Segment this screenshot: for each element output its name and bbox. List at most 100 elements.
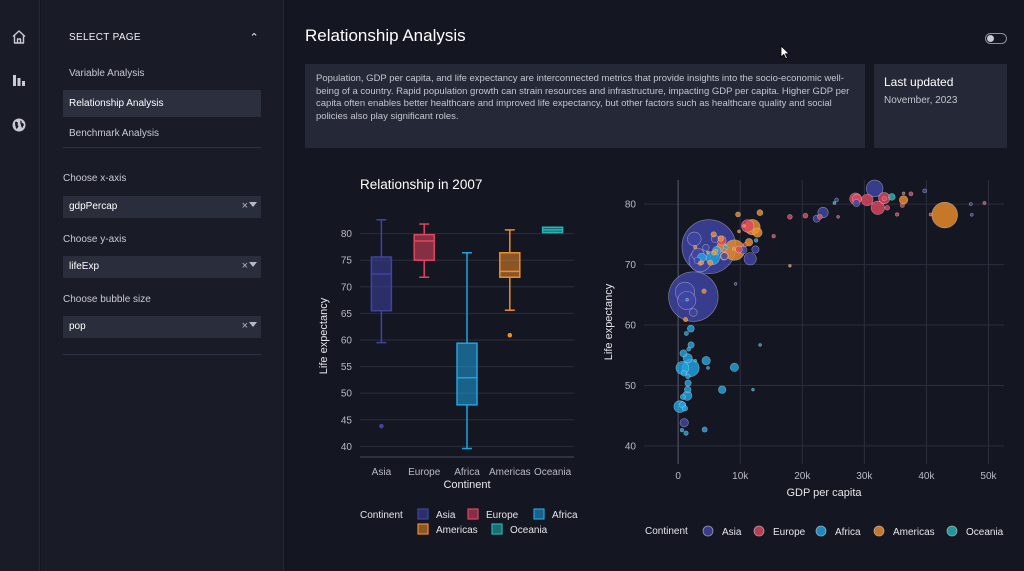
description-text: Population, GDP per capita, and life exp…	[316, 73, 850, 122]
bubble-africa	[679, 349, 688, 358]
outlier-point	[379, 423, 384, 429]
bubble-africa	[685, 373, 691, 380]
globe-icon[interactable]	[11, 117, 27, 133]
x-tick-label: Europe	[408, 467, 441, 478]
legend-marker-europe	[753, 525, 765, 537]
page-title: Relationship Analysis	[305, 26, 466, 45]
y-tick-label: 50	[341, 389, 353, 400]
bubble-europe	[817, 214, 823, 220]
bubble-europe	[742, 242, 748, 247]
nav-item-relationship-analysis[interactable]: Relationship Analysis	[63, 90, 261, 117]
x-tick-label: 0	[675, 471, 681, 482]
bubble-americas	[788, 264, 792, 268]
bubble-asia	[968, 202, 973, 207]
x-tick-label: Asia	[372, 467, 392, 478]
caret-down-icon[interactable]	[249, 262, 257, 267]
x-tick-label: Oceania	[534, 467, 572, 478]
bubble-africa	[718, 385, 727, 394]
bubble-africa	[729, 362, 739, 372]
bubble-europe	[741, 219, 755, 233]
bubble-americas	[717, 235, 724, 242]
bubble-europe	[722, 248, 727, 252]
bubble-africa	[754, 238, 759, 243]
bubble-europe	[899, 202, 905, 208]
bubble-asia	[922, 188, 927, 194]
bubble-africa	[679, 428, 685, 433]
box-asia	[370, 256, 393, 312]
sidebar: SELECT PAGE ⌃ Variable Analysis Relation…	[41, 0, 284, 571]
legend-label-europe: Europe	[773, 527, 806, 538]
nav-item-benchmark-analysis[interactable]: Benchmark Analysis	[63, 120, 261, 147]
bubble-oceania	[888, 193, 896, 201]
caret-down-icon[interactable]	[249, 202, 257, 207]
bubble-chart[interactable]: 40 50 60 70 80 0 10k 20k 30k 40k 50k GDP per capita…	[598, 165, 1014, 545]
bubble-africa	[758, 343, 762, 347]
bubble-americas	[707, 259, 714, 266]
bubble-europe	[836, 215, 840, 219]
bubble-americas	[699, 260, 705, 266]
y-axis-dropdown[interactable]: lifeExp ×	[63, 256, 261, 278]
legend-marker-asia	[702, 525, 714, 537]
last-updated-heading: Last updated	[884, 75, 954, 89]
chevron-up-icon[interactable]: ⌃	[249, 32, 259, 44]
x-tick-label: 40k	[918, 471, 935, 482]
last-updated-card: Last updated November, 2023	[874, 64, 1007, 148]
bar-chart-icon[interactable]	[11, 72, 27, 88]
bubble-americas	[737, 229, 741, 234]
y-tick-label: 60	[625, 321, 637, 332]
bubble-americas	[931, 201, 958, 229]
legend-swatch-asia	[417, 508, 429, 520]
select-page-title: SELECT PAGE	[69, 32, 141, 43]
legend-label-oceania: Oceania	[966, 527, 1004, 538]
bubble-size-dropdown[interactable]: pop ×	[63, 316, 261, 338]
bubble-asia	[689, 308, 698, 317]
bubble-americas	[683, 317, 689, 323]
bubble-asia	[852, 199, 861, 207]
bubble-asia	[751, 245, 760, 254]
x-tick-label: 10k	[732, 471, 749, 482]
x-axis-title: GDP per capita	[786, 487, 862, 499]
bubble-europe	[982, 201, 987, 205]
x-tick-label: Americas	[489, 467, 531, 478]
box-plot-chart[interactable]: 40 45 50 55 60 65 70 75 80 Relationship in 2007 Co…	[300, 165, 590, 545]
y-tick-label: 80	[625, 200, 637, 211]
theme-toggle[interactable]	[985, 33, 1007, 44]
legend-label-asia: Asia	[722, 527, 742, 538]
bubble-europe	[787, 214, 793, 220]
y-tick-label: 70	[341, 282, 353, 293]
clear-icon[interactable]: ×	[241, 200, 248, 212]
x-tick-label: 50k	[980, 471, 997, 482]
bubble-africa	[687, 341, 695, 349]
y-tick-label: 40	[625, 441, 637, 452]
legend-marker-africa	[815, 525, 827, 537]
x-axis-dropdown[interactable]: gdpPercap ×	[63, 196, 261, 218]
x-tick-label: Africa	[454, 467, 480, 478]
bubble-americas	[711, 250, 716, 256]
y-tick-label: 65	[341, 309, 353, 320]
bubble-europe	[771, 234, 776, 239]
bubble-europe	[908, 191, 914, 197]
legend-marker-americas	[873, 525, 885, 537]
nav-item-variable-analysis[interactable]: Variable Analysis	[63, 60, 261, 87]
bubble-africa	[684, 386, 692, 394]
bubble-africa	[683, 430, 689, 436]
caret-down-icon[interactable]	[249, 322, 257, 327]
bubble-size-label: Choose bubble size	[63, 294, 151, 305]
bubble-americas	[752, 227, 763, 238]
bubble-europe	[895, 212, 900, 217]
bubble-americas	[742, 224, 746, 228]
y-axis-value: lifeExp	[69, 261, 100, 272]
bubble-asia	[834, 197, 839, 203]
last-updated-value: November, 2023	[884, 95, 958, 106]
x-tick-label: 30k	[856, 471, 873, 482]
home-icon[interactable]	[11, 29, 27, 45]
clear-icon[interactable]: ×	[241, 260, 248, 272]
select-page-header[interactable]: SELECT PAGE ⌃	[69, 32, 259, 44]
box-europe	[413, 233, 435, 261]
bubble-europe	[870, 200, 885, 215]
clear-icon[interactable]: ×	[241, 320, 248, 332]
x-axis-value: gdpPercap	[69, 201, 118, 212]
bubble-asia	[720, 252, 729, 261]
nav-item-label: Variable Analysis	[69, 68, 145, 79]
bubble-asia	[865, 179, 884, 198]
